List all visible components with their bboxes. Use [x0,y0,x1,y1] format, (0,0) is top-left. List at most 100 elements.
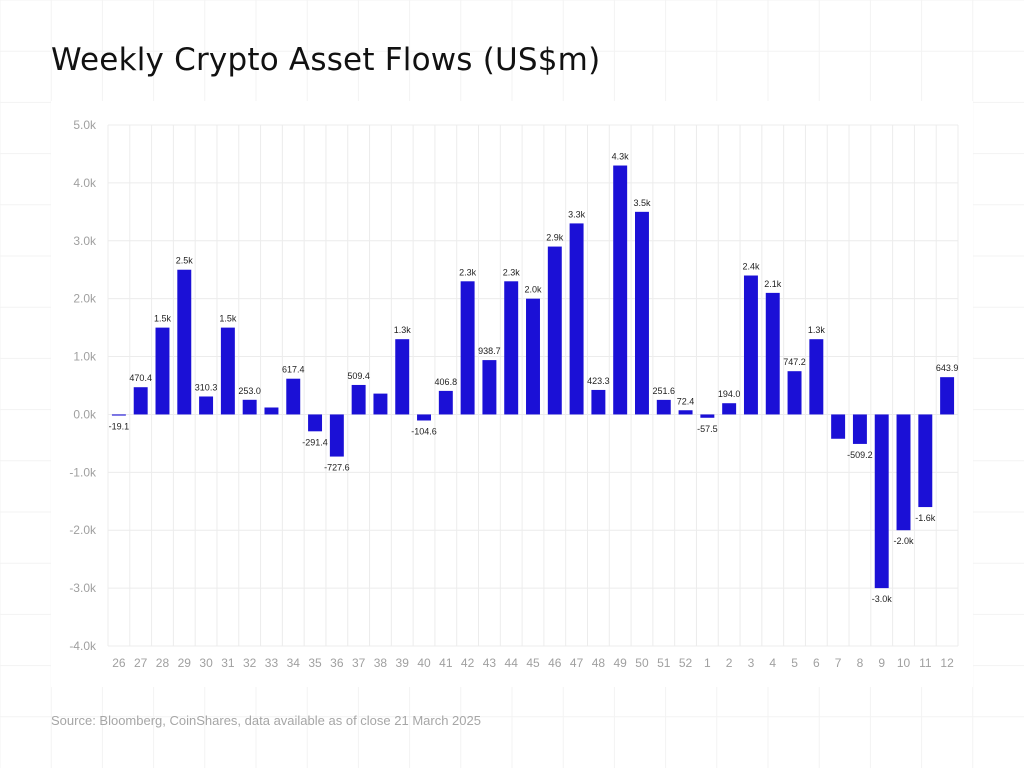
bar [351,384,366,415]
data-label: -727.6 [324,463,350,473]
x-tick-label: 9 [878,656,885,670]
x-tick-label: 39 [396,656,410,670]
x-tick-label: 30 [199,656,213,670]
data-label: 747.2 [783,357,806,367]
bar [329,414,344,457]
chart-title: Weekly Crypto Asset Flows (US$m) [51,42,601,78]
bar [635,211,649,415]
x-tick-label: 49 [613,656,627,670]
data-label: -291.4 [302,437,328,447]
data-label: 4.3k [612,152,630,162]
x-tick-label: 45 [526,656,540,670]
x-tick-label: 35 [308,656,322,670]
bar [547,246,562,415]
x-tick-label: 31 [221,656,235,670]
x-tick-label: 12 [940,656,954,670]
data-label: 3.3k [568,209,586,219]
bar [460,281,475,415]
bar [700,414,715,418]
x-tick-label: 7 [835,656,842,670]
x-tick-label: 3 [748,656,755,670]
data-label: -1.6k [915,513,936,523]
source-note: Source: Bloomberg, CoinShares, data avai… [51,713,481,728]
bar [787,371,802,415]
x-tick-label: 44 [505,656,519,670]
x-tick-label: 11 [919,656,932,670]
bar [918,414,933,508]
bar [286,378,301,415]
x-tick-label: 33 [265,656,279,670]
data-label: 72.4 [677,396,695,406]
bar [308,414,323,432]
data-label: -2.0k [894,536,915,546]
data-label: 406.8 [435,377,458,387]
data-label: -57.5 [697,424,718,434]
x-tick-label: 42 [461,656,475,670]
y-tick-label: -3.0k [69,581,97,595]
data-label: 2.0k [524,285,542,295]
bar [896,414,911,531]
bar [111,414,126,416]
y-tick-label: 4.0k [73,176,97,190]
data-label: 2.1k [764,279,782,289]
bar [199,396,214,415]
y-tick-label: 0.0k [73,407,97,421]
bar [831,414,846,439]
y-tick-label: -4.0k [69,639,97,653]
data-label: 3.5k [633,198,651,208]
bar [395,339,410,415]
bar [678,410,693,415]
data-label: 253.0 [238,386,261,396]
x-tick-label: 50 [635,656,649,670]
x-tick-label: 2 [726,656,733,670]
x-tick-label: 8 [857,656,864,670]
data-label: 1.3k [808,325,826,335]
data-label: 2.3k [503,267,521,277]
bar [264,407,279,415]
bar [569,223,584,415]
y-tick-label: 5.0k [73,118,97,132]
bar [591,389,606,415]
x-tick-label: 1 [704,656,711,670]
data-label: 194.0 [718,389,741,399]
bar [852,414,867,444]
bar-chart: 5.0k 4.0k 3.0k 2.0k 1.0k 0.0k -1.0k -2.0k -3.0k -… [69,118,959,670]
x-tick-label: 5 [791,656,798,670]
bar [220,327,235,415]
bar [809,339,824,415]
data-label: 643.9 [936,363,959,373]
x-tick-label: 4 [769,656,776,670]
data-label: 251.6 [653,386,676,396]
data-label: 310.3 [195,382,218,392]
data-label: -3.0k [872,594,893,604]
x-tick-label: 40 [417,656,431,670]
x-tick-label: 6 [813,656,820,670]
data-label: 1.3k [394,325,412,335]
bar [765,292,780,415]
x-tick-label: 10 [897,656,911,670]
x-tick-label: 52 [679,656,693,670]
x-tick-label: 34 [287,656,301,670]
x-tick-label: 27 [134,656,148,670]
data-label: 509.4 [347,371,370,381]
x-tick-label: 48 [592,656,606,670]
bar [722,403,737,415]
y-tick-label: 1.0k [73,350,97,364]
bar [940,377,955,415]
bar [743,275,758,415]
data-label: 470.4 [129,373,152,383]
bar [504,281,519,415]
data-label: -509.2 [847,450,873,460]
bar [242,399,257,415]
data-label: -19.1 [109,422,130,432]
y-tick-label: -2.0k [69,523,97,537]
x-tick-label: 32 [243,656,257,670]
bar [613,165,628,415]
data-label: 2.3k [459,267,477,277]
x-tick-label: 37 [352,656,366,670]
data-label: 1.5k [154,314,172,324]
data-label: 1.5k [219,314,237,324]
bar [874,414,889,589]
x-tick-label: 46 [548,656,562,670]
data-label: 938.7 [478,346,501,356]
